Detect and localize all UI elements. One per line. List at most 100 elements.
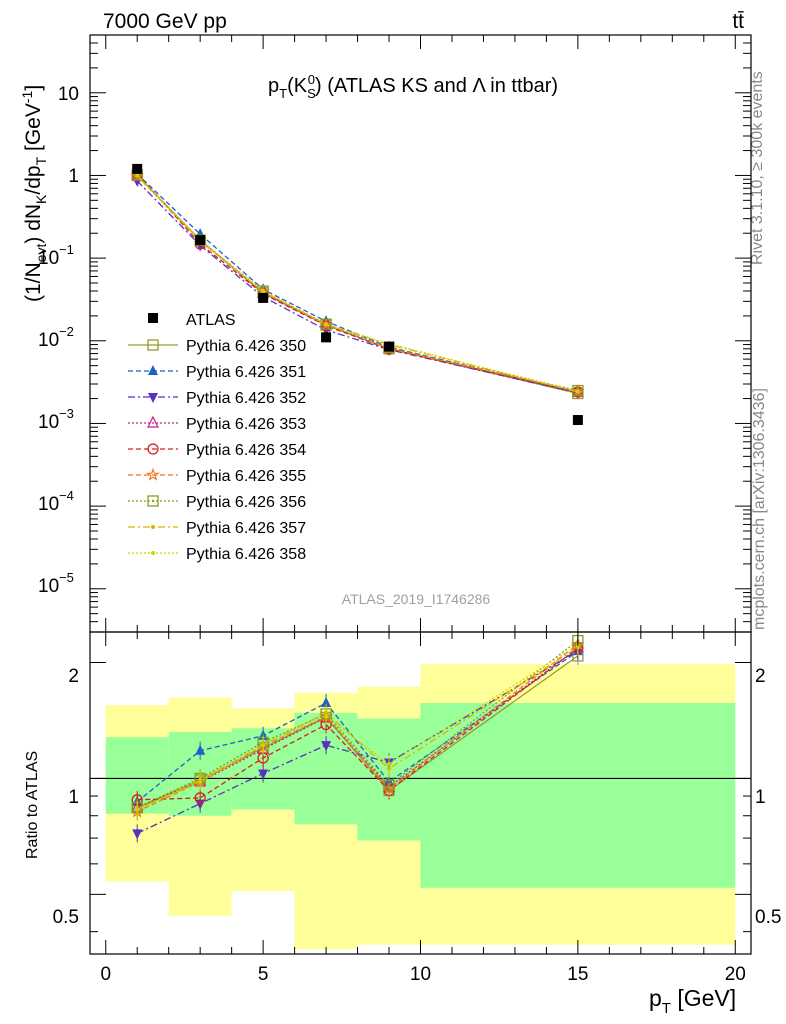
point-marker <box>387 762 392 767</box>
uncertainty-bands <box>90 664 751 950</box>
xtick-label: 10 <box>410 964 431 985</box>
legend-label: Pythia 6.426 352 <box>186 390 306 407</box>
legend: ATLAS Pythia 6.426 350 Pythia 6.426 351 … <box>128 312 306 563</box>
point-marker <box>324 714 329 719</box>
svg-text:pT(KS0) (ATLAS KS and Λ in ttb: pT(KS0) (ATLAS KS and Λ in ttbar) <box>268 72 558 101</box>
ratio-line <box>136 640 579 809</box>
ratio-line <box>136 649 579 834</box>
series-line <box>136 180 579 394</box>
point-marker <box>148 365 158 375</box>
main-series-6 <box>131 169 584 397</box>
x-tick-labels: 0 5 10 15 20 <box>100 964 745 985</box>
main-series-1 <box>132 168 583 397</box>
axis-ticks <box>90 34 751 954</box>
atlas-data-point <box>132 163 143 174</box>
legend-label: Pythia 6.426 354 <box>186 442 306 459</box>
atlas-data-point <box>384 341 395 352</box>
legend-label: Pythia 6.426 356 <box>186 494 306 511</box>
point-marker <box>321 696 332 707</box>
ytick-label-10-3: 10 −3 <box>38 406 74 433</box>
rivet-label: Rivet 3.1.10, ≥ 300k events <box>749 71 766 265</box>
legend-marker-atlas <box>148 313 158 323</box>
ytick-label-10-1: 10 −1 <box>38 242 74 269</box>
ratio-y-tick-labels: 0.5 1 2 0.5 1 2 <box>53 666 782 928</box>
main-series-5 <box>130 168 585 398</box>
series-line <box>136 175 579 392</box>
x-axis-label: pT [GeV] <box>649 985 736 1017</box>
green-band-bin <box>420 702 736 888</box>
xtick-label: 5 <box>258 964 269 985</box>
energy-label: 7000 GeV pp <box>103 10 227 33</box>
ytick-label-10-2: 10 −2 <box>38 324 74 351</box>
svg-text:−1: −1 <box>59 242 74 257</box>
ytick-label-10-4: 10 −4 <box>38 488 74 515</box>
ratio-ytick-label: 2 <box>68 666 79 687</box>
series-line <box>136 174 579 393</box>
process-label: tt̄ <box>732 10 744 33</box>
point-marker <box>321 741 332 752</box>
point-marker-dot <box>387 784 391 787</box>
point-marker <box>261 743 266 748</box>
point-marker <box>151 551 155 555</box>
svg-text:10: 10 <box>38 412 59 433</box>
series-line <box>136 173 579 393</box>
atlas-data-point <box>258 292 269 303</box>
series-line <box>136 174 579 393</box>
atlas-data-points <box>132 163 583 426</box>
point-marker <box>146 467 160 481</box>
svg-text:(1/Nevt) dNK/dpT [GeV-1]: (1/Nevt) dNK/dpT [GeV-1] <box>19 85 49 302</box>
point-marker <box>135 807 140 812</box>
point-marker <box>148 393 158 403</box>
ratio-line <box>136 655 579 809</box>
ratio-ytick-label-right: 0.5 <box>755 907 781 928</box>
point-marker <box>383 779 395 791</box>
svg-text:−3: −3 <box>59 406 74 421</box>
legend-label-atlas: ATLAS <box>186 312 236 329</box>
main-series-8 <box>135 173 580 394</box>
ratio-y-axis-label: Ratio to ATLAS <box>24 751 41 859</box>
point-marker <box>147 339 159 351</box>
legend-label: Pythia 6.426 358 <box>186 546 306 563</box>
xtick-label: 15 <box>567 964 588 985</box>
svg-text:10: 10 <box>38 494 59 515</box>
analysis-label: ATLAS_2019_I1746286 <box>342 591 491 607</box>
main-frame <box>89 34 752 633</box>
atlas-data-point <box>321 332 332 343</box>
ratio-ytick-label: 0.5 <box>53 907 79 928</box>
ytick-label: 1 <box>68 166 79 187</box>
legend-label: Pythia 6.426 350 <box>186 338 306 355</box>
ratio-line <box>136 644 579 811</box>
svg-text:10: 10 <box>38 248 59 269</box>
atlas-data-point <box>195 235 206 246</box>
ratio-ytick-label-right: 2 <box>755 666 766 687</box>
main-y-tick-labels: 10 1 10 −1 10 −2 10 −3 10 −4 10 −5 <box>38 84 79 597</box>
svg-text:pT [GeV]: pT [GeV] <box>649 985 736 1017</box>
main-series-3 <box>131 168 584 397</box>
ratio-line <box>137 647 579 801</box>
svg-text:−5: −5 <box>59 570 74 585</box>
point-marker <box>194 792 206 804</box>
legend-label: Pythia 6.426 351 <box>186 364 306 381</box>
series-line <box>136 175 579 392</box>
point-marker <box>147 443 159 455</box>
legend-label: Pythia 6.426 357 <box>186 520 306 537</box>
legend-label: Pythia 6.426 355 <box>186 468 306 485</box>
series-line <box>136 174 579 395</box>
legend-label: Pythia 6.426 353 <box>186 416 306 433</box>
point-marker <box>130 168 145 183</box>
point-marker <box>575 389 580 394</box>
point-marker <box>198 779 203 784</box>
ratio-line <box>136 650 579 803</box>
series-line <box>136 173 579 394</box>
point-marker <box>132 829 143 840</box>
main-series-4 <box>131 168 584 398</box>
main-y-axis-label: (1/Nevt) dNK/dpT [GeV-1] <box>19 85 49 302</box>
svg-text:10: 10 <box>38 576 59 597</box>
main-series-7 <box>135 173 580 395</box>
ytick-label: 10 <box>58 84 79 105</box>
point-marker <box>320 318 332 330</box>
svg-text:−2: −2 <box>59 324 74 339</box>
ratio-ytick-label: 1 <box>68 787 79 808</box>
chart-title: pT(KS0) (ATLAS KS and Λ in ttbar) <box>268 72 558 101</box>
